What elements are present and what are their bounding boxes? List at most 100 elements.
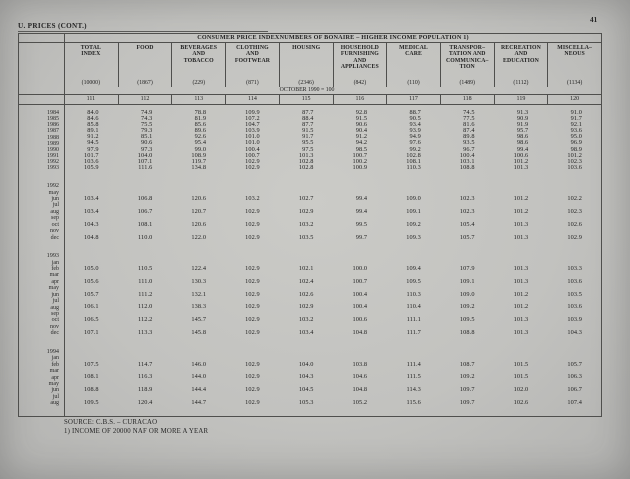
column-weight: (229): [192, 80, 206, 86]
cell-total-index: 101.7: [84, 151, 99, 159]
cell-recreation-and-education: 101.3: [513, 277, 529, 285]
cell-recreation-and-education: 101.2: [513, 207, 529, 215]
cell-clothing-and-footwear: 104.7: [245, 121, 260, 129]
table-row-1993-jun: jun 105.7 111.2 132.1 102.9 102.6 100.4 110.3 10…: [19, 290, 601, 298]
cell-household-furnishing-and-appliances: 104.6: [352, 373, 368, 381]
cell-beverages-and-tobacco: 132.1: [191, 290, 207, 298]
column-header-food: FOOD (1867): [117, 43, 172, 87]
row-label: 1990: [47, 146, 59, 153]
cell-clothing-and-footwear: 102.9: [245, 157, 260, 165]
cell-transportation-and-communication: 102.3: [459, 194, 475, 202]
table-row-1985: 1985 84.6 74.3 81.9 107.2 88.4 91.5 90.5 77.5 90.…: [19, 115, 601, 123]
cell-medical-care: 93.4: [409, 121, 421, 129]
table-row-1991: 1991 101.7 104.0 108.9 100.7 101.3 100.7 102.8 1…: [19, 151, 601, 159]
cell-clothing-and-footwear: 101.0: [245, 139, 260, 147]
cell-medical-care: 109.5: [406, 277, 421, 285]
column-headers-row: TOTAL INDEX (10000) FOOD (1867) BEVERAGES AN…: [19, 43, 601, 87]
cell-miscellaneous: 102.2: [567, 194, 582, 202]
cell-beverages-and-tobacco: 120.6: [191, 220, 207, 228]
cell-transportation-and-communication: 109.7: [459, 399, 475, 407]
cell-medical-care: 93.9: [409, 127, 421, 135]
cell-transportation-and-communication: 93.5: [463, 139, 475, 147]
cell-beverages-and-tobacco: 144.4: [191, 386, 207, 394]
row-label: 1989: [47, 140, 59, 147]
row-label: aug: [50, 400, 59, 407]
cell-food: 85.1: [140, 133, 153, 141]
cpi-table: CONSUMER PRICE INDEXNUMBERS OF BONAIRE –…: [18, 33, 602, 417]
table-row-1994-mar: mar: [19, 368, 601, 374]
cell-food: 74.9: [140, 109, 153, 116]
cell-household-furnishing-and-appliances: 100.6: [352, 316, 368, 324]
row-label: 1984: [47, 110, 59, 117]
cell-miscellaneous: 103.3: [567, 264, 582, 272]
table-row-1992-dec: dec 104.8 110.0 122.0 102.9 103.5 99.7 109.3 105…: [19, 233, 601, 241]
page-number: 41: [590, 16, 598, 24]
cell-total-index: 107.5: [84, 360, 99, 368]
cell-housing: 91.5: [302, 127, 314, 135]
cell-food: 79.3: [140, 127, 153, 135]
cell-household-furnishing-and-appliances: 100.7: [352, 277, 368, 285]
cell-miscellaneous: 106.7: [567, 386, 582, 394]
cell-clothing-and-footwear: 102.9: [245, 303, 260, 311]
row-label: dec: [50, 330, 59, 337]
table-row-1994-header: 1994: [19, 348, 601, 355]
column-weight: (10000): [81, 80, 101, 86]
cell-beverages-and-tobacco: 120.6: [191, 194, 207, 202]
table-row-1992: 1992 103.6 107.1 119.7 102.9 102.8 100.2 108.1 1…: [19, 157, 601, 165]
cell-housing: 102.9: [298, 303, 314, 311]
footer: SOURCE: C.B.S. – CURACAO 1) INCOME OF 20…: [64, 418, 208, 436]
column-weight: (871): [246, 80, 259, 86]
table-row-1993-sep: sep: [19, 311, 601, 317]
table-row-1993-header: 1993: [19, 252, 601, 259]
cell-food: 104.0: [137, 151, 153, 159]
column-header-total-index: TOTAL INDEX (10000): [64, 43, 118, 87]
cell-housing: 103.5: [298, 233, 314, 241]
header-underline: [18, 31, 268, 32]
table-row-1994-jan: jan: [19, 355, 601, 361]
column-code-total-index: 111: [86, 96, 96, 102]
cell-food: 106.7: [137, 207, 153, 215]
cell-miscellaneous: 95.0: [570, 133, 582, 141]
table-row-1992-aug: aug 103.4 106.7 120.7 102.9 102.9 99.4 109.1 102…: [19, 207, 601, 215]
cell-recreation-and-education: 101.3: [513, 220, 529, 228]
cell-medical-care: 109.0: [406, 194, 421, 202]
cell-household-furnishing-and-appliances: 99.7: [355, 233, 368, 241]
cell-clothing-and-footwear: 109.9: [245, 109, 260, 116]
table-row-1993-aug: aug 106.1 112.0 138.3 102.9 102.9 100.4 110.4 10…: [19, 303, 601, 311]
table-row-1992-jul: jul: [19, 202, 601, 208]
cell-total-index: 105.9: [84, 163, 99, 171]
cell-total-index: 104.3: [84, 220, 99, 228]
cell-beverages-and-tobacco: 81.9: [194, 115, 207, 123]
cell-housing: 102.8: [298, 157, 314, 165]
cell-medical-care: 88.7: [409, 109, 421, 116]
cell-beverages-and-tobacco: 95.4: [194, 139, 207, 147]
table-row-1994-may: may: [19, 381, 601, 387]
cell-miscellaneous: 91.0: [570, 109, 582, 116]
cell-housing: 102.1: [298, 264, 314, 272]
cell-recreation-and-education: 101.3: [513, 316, 529, 324]
table-row-1990: 1990 97.9 97.3 99.0 100.4 97.5 98.5 99.2 96.7 99.…: [19, 146, 601, 153]
table-row-1993-dec: dec 107.1 113.3 145.8 102.9 103.4 104.8 111.7 10…: [19, 329, 601, 337]
column-header-transportation-and-communication: TRANSPOR– TATION AND COMMUNICA– TION (148…: [439, 43, 494, 87]
cell-housing: 103.2: [298, 316, 314, 324]
cell-total-index: 91.2: [87, 133, 99, 141]
cell-medical-care: 109.3: [406, 233, 421, 241]
cell-total-index: 106.1: [84, 303, 99, 311]
row-label: jul: [52, 298, 59, 305]
cell-transportation-and-communication: 103.1: [459, 157, 475, 165]
cell-transportation-and-communication: 89.8: [463, 133, 475, 141]
cell-housing: 102.8: [298, 163, 314, 171]
cell-beverages-and-tobacco: 92.6: [194, 133, 207, 141]
cell-total-index: 107.1: [84, 329, 99, 337]
cell-miscellaneous: 101.2: [567, 151, 582, 159]
cell-transportation-and-communication: 105.7: [459, 233, 475, 241]
cell-transportation-and-communication: 108.7: [459, 360, 475, 368]
cell-clothing-and-footwear: 103.2: [245, 194, 260, 202]
column-label: TOTAL INDEX: [80, 45, 101, 58]
cell-food: 108.1: [137, 220, 153, 228]
cell-miscellaneous: 96.9: [570, 139, 582, 147]
cell-housing: 87.7: [302, 109, 314, 116]
cell-food: 120.4: [137, 399, 153, 407]
cell-household-furnishing-and-appliances: 100.7: [352, 151, 368, 159]
row-label: 1993: [47, 164, 59, 171]
